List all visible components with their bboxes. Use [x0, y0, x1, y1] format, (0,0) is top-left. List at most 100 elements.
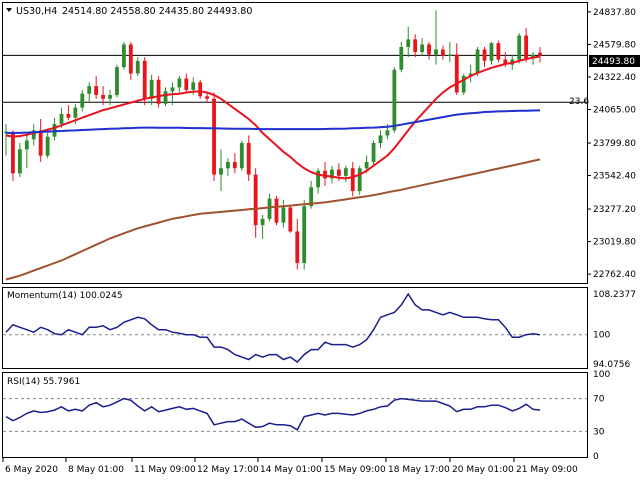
candle-body: [316, 170, 320, 188]
rsi-panel-frame: [2, 372, 588, 458]
time-axis-label: 8 May 01:00: [68, 465, 124, 475]
price-axis-label: 23799.80: [593, 139, 636, 149]
price-axis-label: 24837.80: [593, 8, 636, 18]
time-axis-label: 12 May 17:00: [197, 465, 259, 475]
candle-body: [413, 39, 418, 53]
time-axis-label: 20 May 01:00: [452, 465, 514, 475]
candle-body: [142, 60, 147, 99]
candle-body: [475, 49, 480, 74]
candle-body: [364, 161, 369, 169]
candle-body: [31, 130, 36, 140]
candle-body: [177, 78, 182, 88]
candle-body: [468, 73, 473, 77]
candle-body: [253, 174, 258, 226]
candle-body: [38, 130, 43, 156]
candle-body: [17, 149, 22, 174]
candle-body: [441, 49, 445, 56]
candle-body: [184, 78, 189, 90]
candle-body: [135, 60, 140, 74]
rsi-axis-label: 0: [593, 452, 599, 462]
candle-body: [350, 168, 355, 192]
candle-body: [323, 170, 327, 179]
series-line-rsi: [5, 397, 541, 431]
candle-body: [219, 168, 223, 175]
rsi-axis-label: 100: [593, 370, 610, 380]
time-axis-label: 14 May 01:00: [260, 465, 322, 475]
candle-body: [80, 93, 85, 108]
candle-body: [288, 207, 293, 232]
momentum-title: Momentum(14) 100.0245: [7, 291, 123, 301]
series-line-sma200: [5, 158, 541, 281]
candle-body: [343, 168, 348, 176]
candle-body: [24, 140, 29, 150]
momentum-axis-label: 94.0756: [593, 360, 630, 370]
symbol-label: US30,H4: [16, 6, 57, 17]
price-axis-label: 24322.40: [593, 73, 636, 83]
candle-body: [489, 43, 494, 61]
candle-body: [170, 87, 175, 92]
candle-body: [371, 143, 376, 162]
candle-body: [156, 79, 161, 104]
candle-body: [503, 59, 508, 65]
candle-body: [378, 135, 383, 143]
candle-body: [205, 96, 210, 99]
candle-body: [163, 91, 168, 104]
candle-body: [267, 198, 272, 219]
price-axis-label: 23277.20: [593, 205, 636, 215]
candle-body: [302, 206, 307, 264]
momentum-panel-frame: [2, 287, 588, 369]
candle-body: [531, 54, 535, 59]
candle-body: [538, 52, 542, 56]
candle-body: [281, 207, 286, 223]
candle-body: [496, 43, 501, 60]
candle-body: [226, 161, 230, 169]
price-axis-label: 24065.00: [593, 106, 636, 116]
price-axis-label: 23019.80: [593, 238, 636, 248]
time-axis-label: 6 May 2020: [5, 465, 58, 475]
ohlc-label: 24514.80 24558.80 24435.80 24493.80: [62, 6, 252, 17]
candle-body: [461, 76, 466, 93]
candle-body: [11, 132, 15, 174]
candle-body: [406, 39, 411, 47]
momentum-axis-label: 100: [593, 331, 610, 341]
rsi-axis-label: 30: [593, 427, 605, 437]
series-line-momentum: [5, 292, 541, 363]
candle-body: [420, 44, 425, 53]
candle-body: [108, 94, 112, 99]
candle-body: [524, 35, 529, 59]
candle-body: [191, 82, 196, 90]
candle-body: [128, 44, 133, 74]
candle-body: [59, 113, 64, 125]
price-axis-label: 23542.40: [593, 172, 636, 182]
time-axis-label: 11 May 09:00: [134, 465, 196, 475]
candle-body: [73, 107, 78, 118]
candle-body: [121, 44, 126, 68]
candle-body: [87, 86, 92, 94]
candle-body: [246, 143, 251, 175]
price-tag-value: 24493.80: [592, 57, 635, 67]
time-axis-label: 18 May 17:00: [388, 465, 450, 475]
candle-body: [66, 113, 71, 118]
candle-body: [309, 187, 314, 207]
dropdown-arrow-icon[interactable]: [6, 8, 12, 12]
rsi-title: RSI(14) 55.7961: [7, 377, 80, 387]
time-axis-label: 15 May 09:00: [324, 465, 386, 475]
candle-body: [260, 218, 265, 226]
candle-body: [295, 231, 300, 264]
series-line-sma20: [5, 55, 541, 180]
momentum-layer: [3, 292, 587, 363]
time-axis-label: 21 May 09:00: [516, 465, 578, 475]
candle-body: [392, 69, 397, 131]
candle-body: [517, 35, 522, 60]
candle-body: [454, 54, 459, 93]
series-line-sma100: [6, 109, 541, 134]
candle-body: [239, 143, 244, 169]
candle-body: [274, 198, 279, 223]
fib-level-label: 23.6: [569, 97, 589, 107]
axis-layer: 24837.80 24579.80 24322.40 24065.00 23799.80…: [2, 8, 636, 475]
candle-body: [94, 86, 99, 95]
price-layer: [3, 10, 587, 281]
price-axis-label: 22762.40: [593, 270, 636, 280]
momentum-axis-label: 108.2377: [593, 290, 636, 300]
